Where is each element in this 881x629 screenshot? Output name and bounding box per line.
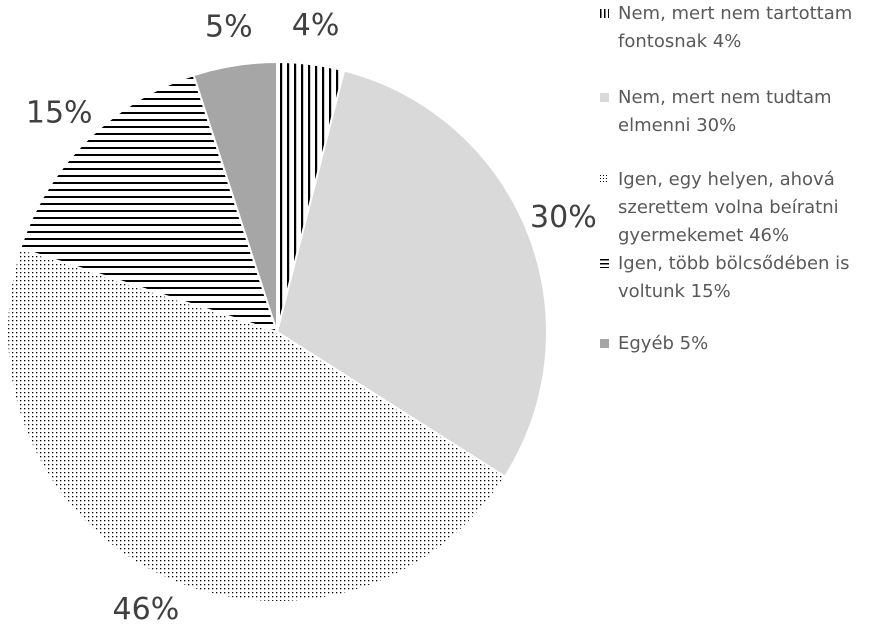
pie-slice — [192, 60, 278, 333]
pie-slice — [18, 73, 279, 334]
legend-swatch — [600, 259, 609, 268]
data-label: 30% — [530, 200, 597, 235]
legend-swatch — [600, 175, 609, 184]
legend-label: Nem, mert nem tudtam elmenni 30% — [618, 87, 832, 136]
pie-slice — [6, 247, 507, 603]
legend-entry: Igen, egy helyen, ahová szerettem volna … — [600, 166, 875, 250]
legend-entry: Egyéb 5% — [600, 330, 875, 358]
legend-swatch — [600, 93, 609, 102]
pie-slice — [275, 69, 548, 479]
data-label: 4% — [292, 8, 340, 43]
data-label: 15% — [26, 96, 93, 131]
legend-entry: Igen, több bölcsődében is voltunk 15% — [600, 250, 875, 306]
data-label: 46% — [113, 592, 180, 627]
legend-label: Egyéb 5% — [618, 333, 709, 354]
legend-label: Nem, mert nem tartottam fontosnak 4% — [618, 3, 853, 52]
legend-label: Igen, több bölcsődében is voltunk 15% — [618, 253, 850, 302]
legend-entry: Nem, mert nem tartottam fontosnak 4% — [600, 0, 875, 56]
data-label: 5% — [205, 9, 253, 44]
legend-swatch — [600, 9, 609, 18]
legend-entry: Nem, mert nem tudtam elmenni 30% — [600, 84, 875, 140]
legend-swatch — [600, 339, 609, 348]
legend-label: Igen, egy helyen, ahová szerettem volna … — [618, 169, 839, 246]
